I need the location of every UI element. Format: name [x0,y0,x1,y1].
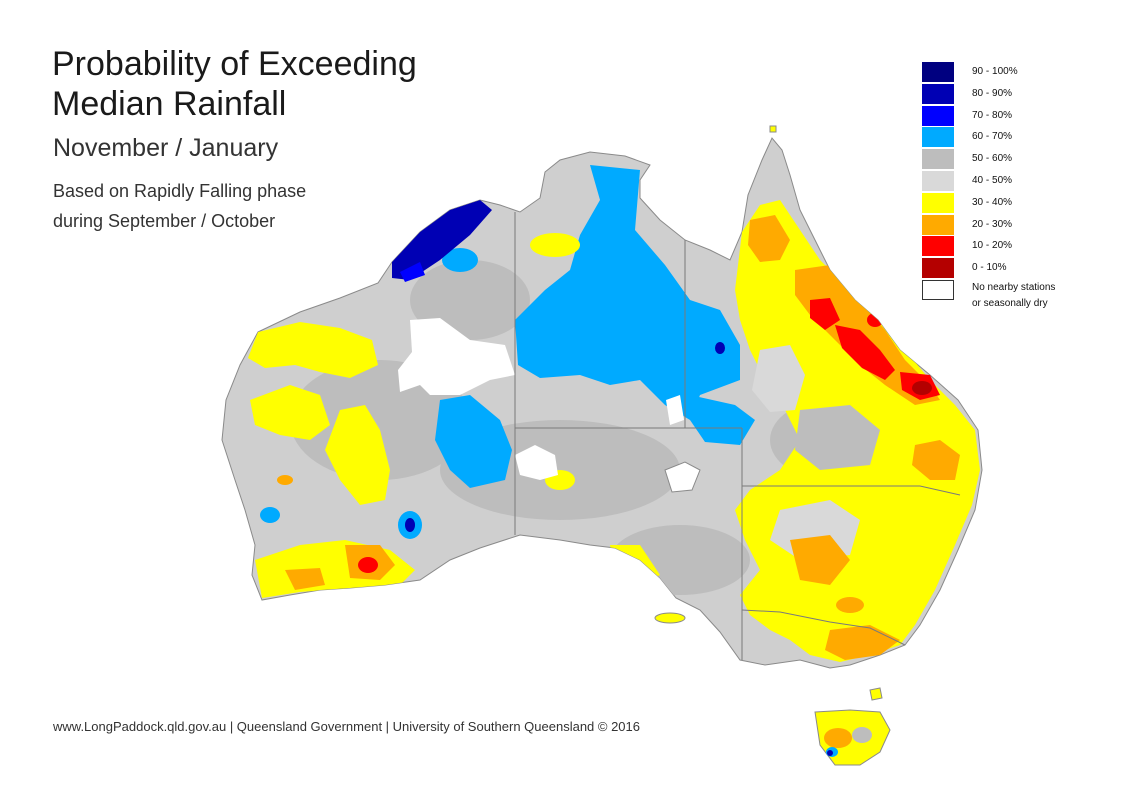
legend-swatch [922,258,954,279]
legend-label: 30 - 40% [972,196,1013,208]
tasmania [814,709,891,766]
legend-swatch [922,214,954,235]
map-title: Probability of Exceeding Median Rainfall [52,44,417,124]
small-islands [769,125,883,701]
description-line-1: Based on Rapidly Falling phase [53,181,307,201]
legend-label-line-1: No nearby stations [972,281,1056,293]
legend-label: 60 - 70% [972,131,1013,143]
legend-swatch [922,127,954,148]
state-borders [514,212,961,660]
legend-label: 70 - 80% [972,109,1013,121]
footer-credit: www.LongPaddock.qld.gov.au | Queensland … [53,719,640,734]
legend-swatch [922,105,954,126]
legend-swatch [922,236,954,257]
legend-swatch [922,83,954,104]
legend-swatch [922,192,954,213]
legend-label-line-2: or seasonally dry [972,297,1048,309]
lake-eyre [664,461,701,493]
legend-label: 90 - 100% [972,66,1018,77]
legend-swatch [922,279,954,300]
legend-swatch [922,170,954,191]
legend-label: 0 - 10% [972,262,1007,274]
legend-swatch [922,62,954,82]
title-line-1: Probability of Exceeding [52,45,417,83]
map-description: Based on Rapidly Falling phase during Se… [53,176,306,236]
legend-label: 10 - 20% [972,240,1013,252]
legend-label: No nearby stations or seasonally dry [972,280,1055,312]
description-line-2: during September / October [53,211,276,231]
legend-label: 20 - 30% [972,218,1013,230]
title-line-2: Median Rainfall [52,85,287,123]
legend-label: 80 - 90% [972,87,1013,99]
map-subtitle: November / January [53,134,279,162]
legend-swatch [922,149,954,170]
legend-label: 40 - 50% [972,174,1013,186]
rainfall-probability-zones [248,165,980,662]
legend-label: 50 - 60% [972,153,1013,165]
kangaroo-island [654,612,686,624]
